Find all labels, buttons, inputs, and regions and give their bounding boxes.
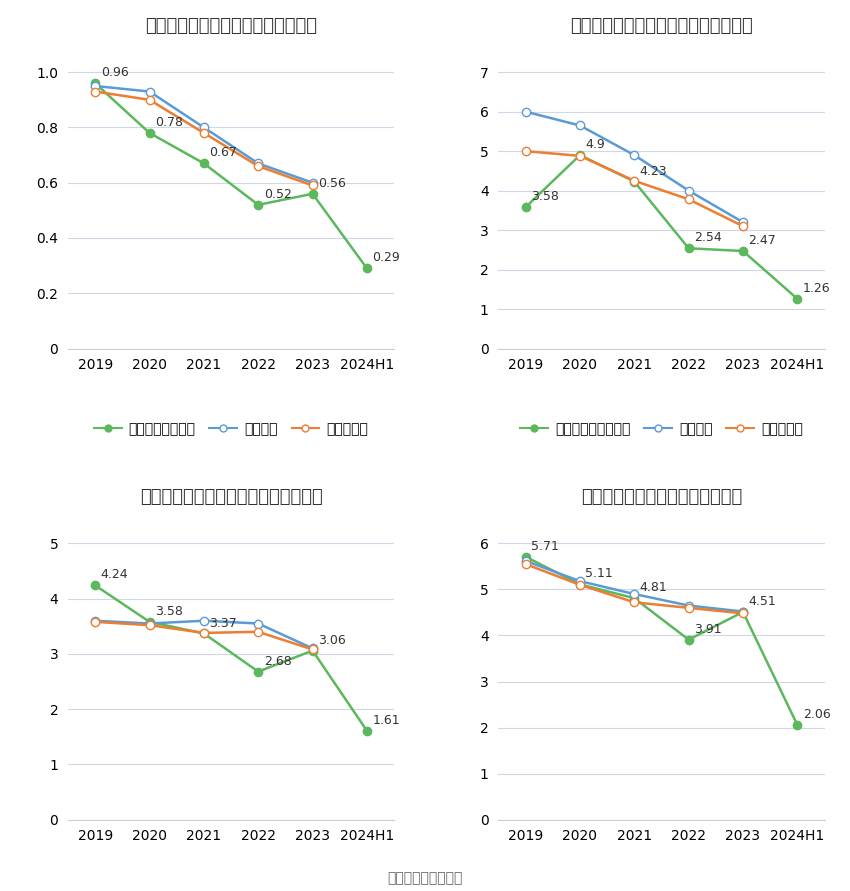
Legend: 公司应收账款周转率, 行业均值, 行业中位数: 公司应收账款周转率, 行业均值, 行业中位数 (84, 887, 378, 891)
Text: 1.26: 1.26 (803, 282, 830, 295)
Text: 2.47: 2.47 (749, 234, 776, 247)
Text: 3.58: 3.58 (155, 605, 183, 617)
Text: 0.67: 0.67 (209, 146, 237, 159)
Text: 0.56: 0.56 (318, 176, 346, 190)
Legend: 公司存货周转率, 行业均值, 行业中位数: 公司存货周转率, 行业均值, 行业中位数 (523, 887, 800, 891)
Text: 0.52: 0.52 (264, 188, 292, 200)
Text: 数据来源：恒生聚源: 数据来源：恒生聚源 (388, 871, 462, 885)
Text: 4.9: 4.9 (586, 138, 605, 151)
Text: 2.68: 2.68 (264, 655, 292, 667)
Text: 4.23: 4.23 (640, 165, 667, 177)
Title: 硕贝德历年存货周转率情况（次）: 硕贝德历年存货周转率情况（次） (581, 488, 742, 506)
Text: 4.81: 4.81 (640, 581, 667, 594)
Legend: 公司固定资产周转率, 行业均值, 行业中位数: 公司固定资产周转率, 行业均值, 行业中位数 (514, 416, 808, 441)
Text: 2.06: 2.06 (803, 707, 830, 721)
Title: 硕贝德历年应收账款周转率情况（次）: 硕贝德历年应收账款周转率情况（次） (139, 488, 322, 506)
Text: 0.78: 0.78 (155, 116, 183, 129)
Text: 4.51: 4.51 (749, 595, 776, 608)
Text: 5.71: 5.71 (531, 540, 559, 552)
Legend: 公司总资产周转率, 行业均值, 行业中位数: 公司总资产周转率, 行业均值, 行业中位数 (88, 416, 374, 441)
Title: 硕贝德历年总资产周转率情况（次）: 硕贝德历年总资产周转率情况（次） (145, 17, 317, 35)
Text: 0.96: 0.96 (101, 66, 128, 79)
Text: 3.58: 3.58 (531, 191, 559, 203)
Text: 3.06: 3.06 (318, 634, 346, 647)
Text: 3.37: 3.37 (209, 617, 237, 630)
Text: 5.11: 5.11 (586, 568, 613, 580)
Text: 2.54: 2.54 (694, 232, 722, 244)
Text: 0.29: 0.29 (372, 251, 400, 265)
Text: 4.24: 4.24 (101, 568, 128, 582)
Text: 3.91: 3.91 (694, 623, 722, 635)
Text: 1.61: 1.61 (372, 714, 400, 727)
Title: 硕贝德历年固定资产周转率情况（次）: 硕贝德历年固定资产周转率情况（次） (570, 17, 753, 35)
